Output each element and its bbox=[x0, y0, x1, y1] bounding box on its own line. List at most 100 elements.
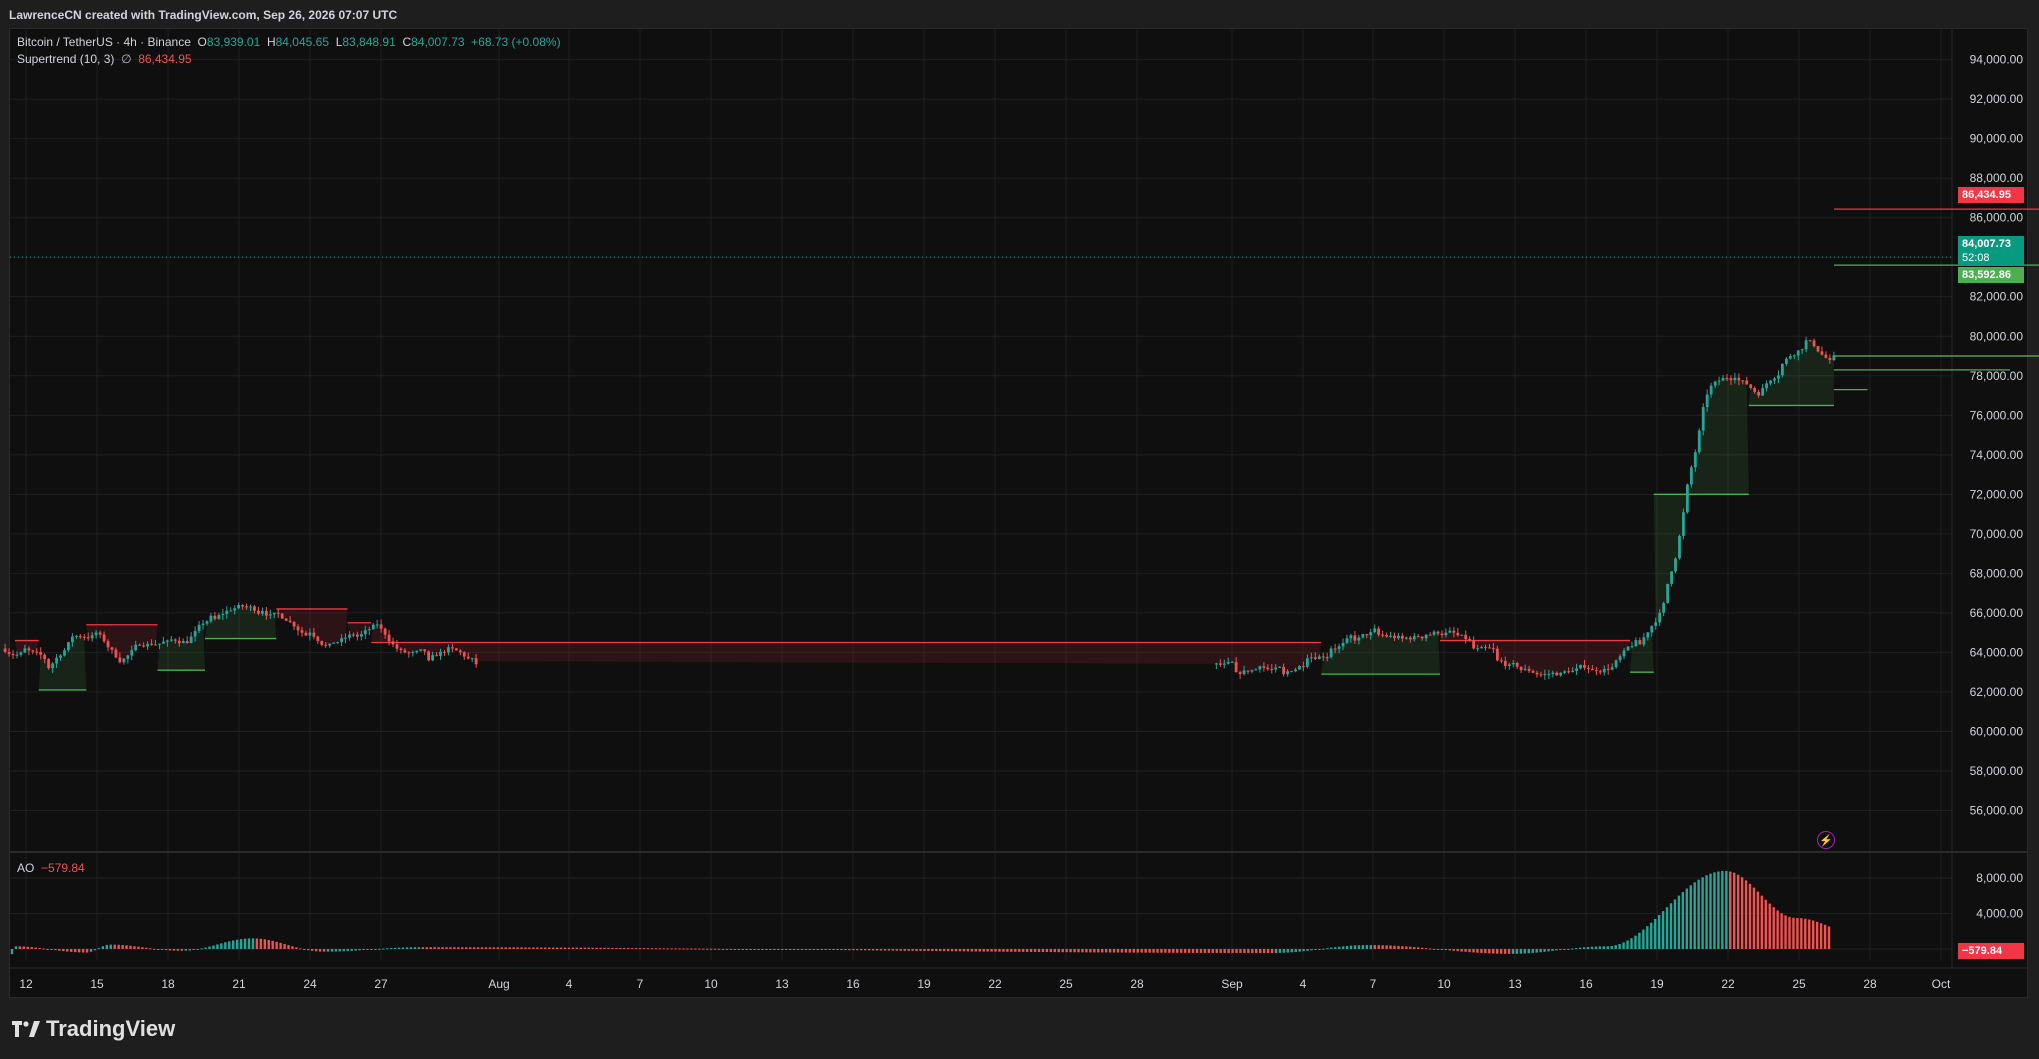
candle-body bbox=[1547, 674, 1551, 676]
candle-body bbox=[1499, 660, 1503, 662]
candle-body bbox=[146, 643, 150, 647]
ao-bar bbox=[314, 949, 318, 952]
symbol-legend[interactable]: Bitcoin / TetherUS · 4h · Binance O83,93… bbox=[17, 35, 561, 49]
ao-bar bbox=[153, 948, 156, 950]
ao-bar bbox=[1085, 949, 1088, 953]
x-tick-label: 19 bbox=[917, 977, 931, 991]
ao-price-tag: −579.84 bbox=[1958, 943, 2024, 959]
ao-bar bbox=[678, 948, 681, 950]
candle-body bbox=[1765, 383, 1768, 389]
ao-bar bbox=[1448, 949, 1451, 951]
ao-bar bbox=[1033, 949, 1037, 952]
ao-bar bbox=[1630, 938, 1633, 949]
ao-bar bbox=[93, 949, 97, 951]
candle-body bbox=[106, 641, 110, 648]
candle-body bbox=[1361, 634, 1365, 638]
candle-body bbox=[1642, 637, 1646, 645]
y-tick-label: 94,000.00 bbox=[1970, 53, 2024, 67]
ao-bar bbox=[939, 949, 942, 952]
ao-bar bbox=[698, 948, 701, 950]
ao-bar bbox=[1172, 949, 1175, 953]
ao-bar bbox=[1140, 949, 1143, 953]
candle-body bbox=[31, 650, 35, 652]
ao-bar bbox=[232, 940, 235, 949]
ao-bar bbox=[295, 947, 298, 949]
ao-bar bbox=[1219, 949, 1222, 953]
ao-bar bbox=[709, 948, 713, 950]
candle-body bbox=[1804, 340, 1808, 350]
ao-bar bbox=[1606, 946, 1609, 949]
candle-body bbox=[1618, 656, 1622, 661]
ao-bar bbox=[1582, 947, 1586, 949]
candle-body bbox=[1519, 666, 1523, 671]
ao-bar bbox=[113, 944, 116, 949]
candle-body bbox=[67, 642, 70, 651]
ao-bar bbox=[1559, 949, 1562, 950]
ao-bar bbox=[1555, 949, 1558, 951]
ao-bar bbox=[38, 947, 41, 949]
chart-frame[interactable] bbox=[9, 28, 2028, 998]
ao-bar bbox=[1713, 872, 1716, 949]
candle-body bbox=[257, 610, 260, 614]
high-value: 84,045.65 bbox=[275, 35, 330, 49]
y-tick-label: 82,000.00 bbox=[1970, 290, 2024, 304]
indicator-legend[interactable]: Supertrend (10, 3) ∅ 86,434.95 bbox=[17, 52, 192, 66]
y-tick-label: 74,000.00 bbox=[1970, 448, 2024, 462]
candle-body bbox=[427, 651, 431, 661]
ao-bar bbox=[1077, 949, 1080, 953]
ao-bar bbox=[634, 948, 638, 950]
ao-bar bbox=[1685, 888, 1688, 949]
candle-body bbox=[264, 610, 268, 616]
ao-bar bbox=[713, 948, 717, 950]
candle-body bbox=[1242, 670, 1246, 675]
candle-body bbox=[1305, 658, 1309, 667]
ao-bar bbox=[1523, 949, 1527, 954]
ao-bar bbox=[141, 947, 144, 949]
ao-bar bbox=[105, 944, 108, 949]
candle-body bbox=[1812, 340, 1816, 347]
ao-bar bbox=[1314, 949, 1317, 950]
supertrend-fill bbox=[1748, 340, 1834, 406]
supertrend-fill bbox=[15, 640, 39, 655]
ao-bar bbox=[923, 949, 926, 951]
candle-body bbox=[1745, 380, 1749, 385]
change-value: +68.73 (+0.08%) bbox=[471, 35, 561, 49]
lightning-icon[interactable]: ⚡ bbox=[1817, 831, 1835, 849]
ao-bar bbox=[1235, 949, 1238, 953]
candle-body bbox=[150, 643, 153, 645]
ao-bar bbox=[1385, 945, 1388, 949]
candle-body bbox=[118, 657, 122, 663]
ao-bar bbox=[674, 948, 677, 950]
ao-bar bbox=[508, 947, 511, 949]
ao-bar bbox=[974, 949, 977, 952]
ao-bar bbox=[1326, 948, 1329, 950]
ao-bar bbox=[26, 946, 29, 949]
ao-bar bbox=[461, 947, 464, 949]
candle-body bbox=[1693, 452, 1697, 468]
candle-body bbox=[1539, 674, 1543, 676]
ao-bar bbox=[303, 949, 306, 950]
ao-bar bbox=[1417, 947, 1420, 949]
top-bar: LawrenceCN created with TradingView.com,… bbox=[0, 0, 2039, 28]
ao-bar bbox=[1650, 922, 1653, 949]
ao-bar bbox=[1401, 946, 1404, 949]
ao-bar bbox=[1780, 913, 1783, 949]
ao-bar bbox=[366, 949, 369, 950]
candle-body bbox=[1705, 394, 1709, 408]
ao-bar bbox=[1282, 949, 1286, 953]
indicator-hidden-icon[interactable]: ∅ bbox=[121, 52, 132, 66]
candle-body bbox=[1333, 648, 1337, 650]
candle-body bbox=[193, 630, 197, 637]
ao-bar bbox=[164, 949, 168, 951]
ao-legend[interactable]: AO −579.84 bbox=[17, 861, 85, 875]
ao-bar bbox=[1725, 870, 1728, 949]
ao-bar bbox=[1069, 949, 1072, 953]
ao-bar bbox=[1756, 891, 1760, 949]
ao-label: AO bbox=[17, 861, 35, 875]
candle-body bbox=[371, 624, 375, 630]
ao-bar bbox=[267, 939, 270, 949]
tradingview-logo[interactable]: TradingView bbox=[12, 1016, 175, 1042]
ao-bar bbox=[1503, 949, 1507, 954]
candle-body bbox=[344, 637, 347, 639]
